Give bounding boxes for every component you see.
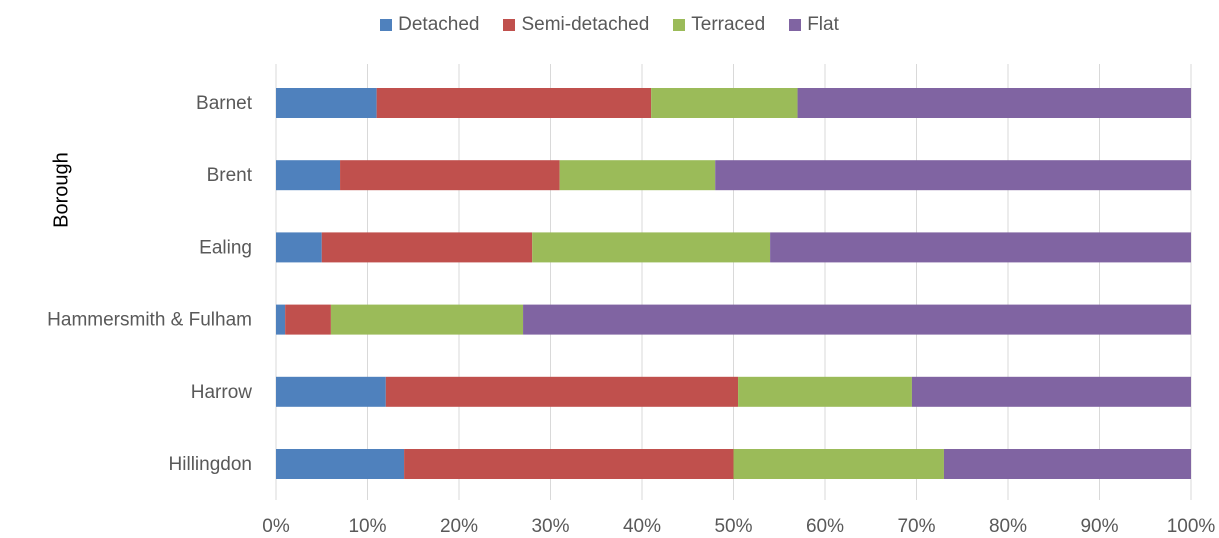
bar-segment xyxy=(330,304,524,335)
x-tick-label: 0% xyxy=(262,516,290,537)
legend-label: Flat xyxy=(807,14,839,35)
x-tick-label: 80% xyxy=(989,516,1027,537)
bar-segment xyxy=(911,376,1191,407)
bar-segment xyxy=(285,304,331,335)
x-tick-label: 30% xyxy=(531,516,569,537)
category-label: Hillingdon xyxy=(169,454,252,475)
bar-segment xyxy=(276,376,386,407)
bar-segment xyxy=(797,88,1191,118)
bar-segment xyxy=(651,88,798,118)
category-label: Barnet xyxy=(196,93,253,114)
legend-label: Terraced xyxy=(691,14,766,35)
bar-segment xyxy=(523,304,1191,335)
legend-label: Detached xyxy=(398,14,480,35)
x-tick-label: 100% xyxy=(1167,516,1216,537)
bar-segment xyxy=(321,232,533,263)
legend-item: Terraced xyxy=(673,14,765,36)
x-tick-label: 10% xyxy=(348,516,386,537)
x-tick-label: 20% xyxy=(440,516,478,537)
bar-segment xyxy=(532,232,771,263)
x-tick-label: 60% xyxy=(806,516,844,537)
bar-segment xyxy=(276,232,322,263)
category-label: Hammersmith & Fulham xyxy=(47,310,252,331)
bar-segment xyxy=(770,232,1191,263)
legend-item: Flat xyxy=(789,14,839,36)
x-tick-label: 70% xyxy=(897,516,935,537)
legend-swatch xyxy=(380,19,393,31)
bar-segment xyxy=(276,160,341,191)
bar-segment xyxy=(276,88,377,118)
bar-segment xyxy=(738,376,912,407)
category-label: Brent xyxy=(207,165,253,186)
chart-legend: Detached Semi-detached Terraced Flat xyxy=(0,14,1219,36)
bar-segment xyxy=(340,160,560,191)
bar-segment xyxy=(943,449,1191,479)
legend-swatch xyxy=(673,19,686,31)
x-tick-label: 50% xyxy=(714,516,752,537)
bar-segment xyxy=(733,449,944,479)
legend-item: Semi-detached xyxy=(503,14,649,36)
bar-segment xyxy=(715,160,1191,191)
bar-segment xyxy=(276,304,286,335)
category-label: Ealing xyxy=(199,237,252,258)
legend-item: Detached xyxy=(380,14,479,36)
bar-segment xyxy=(559,160,716,191)
bar-segment xyxy=(376,88,652,118)
bar-segment xyxy=(276,449,405,479)
bar-segment xyxy=(404,449,734,479)
x-tick-label: 40% xyxy=(623,516,661,537)
legend-swatch xyxy=(789,19,802,31)
category-label: Harrow xyxy=(191,382,253,403)
x-tick-label: 90% xyxy=(1080,516,1118,537)
bar-segment xyxy=(385,376,739,407)
legend-swatch xyxy=(503,19,516,31)
legend-label: Semi-detached xyxy=(521,14,650,35)
